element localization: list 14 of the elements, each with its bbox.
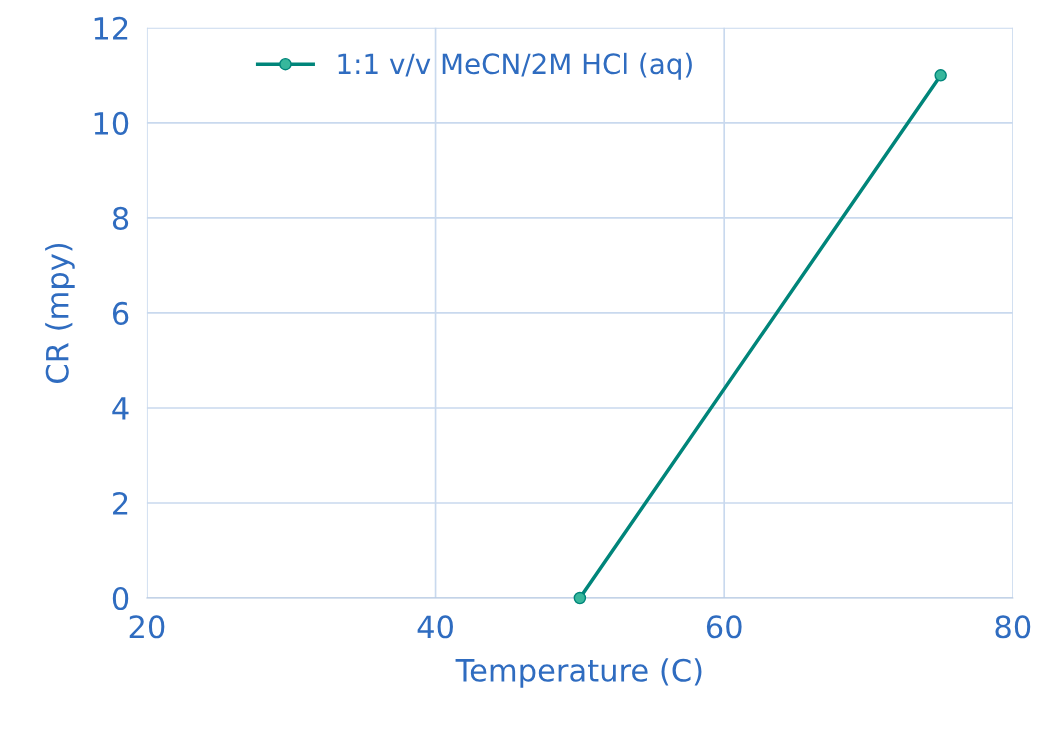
x-axis-title: Temperature (C) bbox=[455, 658, 702, 688]
y-tick-label: 6 bbox=[112, 301, 129, 325]
y-tick-label: 10 bbox=[94, 111, 129, 135]
legend-label: 1:1 v/v MeCN/2M HCl (aq) bbox=[338, 52, 692, 80]
y-tick-label: 0 bbox=[112, 586, 129, 611]
y-tick-label: 4 bbox=[112, 397, 129, 420]
x-tick-label: 20 bbox=[129, 615, 165, 639]
y-axis-title: CR (mpy) bbox=[45, 243, 75, 383]
y-tick-label: 8 bbox=[112, 206, 129, 230]
y-tick-label: 12 bbox=[94, 16, 128, 40]
x-tick-label: 40 bbox=[417, 615, 453, 639]
x-tick-label: 60 bbox=[706, 615, 742, 639]
y-tick-label: 2 bbox=[113, 491, 128, 515]
x-tick-label: 80 bbox=[995, 615, 1031, 639]
